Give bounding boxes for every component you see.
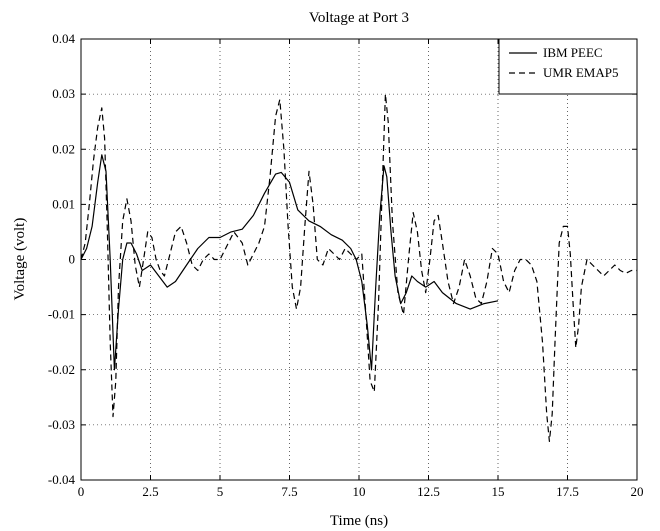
y-tick-label: 0.04 [52,31,75,46]
x-tick-label: 17.5 [556,484,579,499]
x-tick-label: 2.5 [142,484,158,499]
x-tick-label: 0 [78,484,85,499]
legend: IBM PEEC UMR EMAP5 [498,38,638,95]
y-tick-label: 0 [69,252,76,267]
y-tick-label: -0.02 [48,362,75,377]
y-tick-label: 0.02 [52,141,75,156]
series-line-umr-emap5 [80,93,637,442]
y-tick-label: 0.01 [52,196,75,211]
legend-entry-label: UMR EMAP5 [543,65,619,80]
x-tick-label: 5 [217,484,224,499]
legend-entry-label: IBM PEEC [543,45,603,60]
y-axis-label: Voltage (volt) [12,218,28,301]
x-tick-label: 10 [353,484,366,499]
x-tick-label: 20 [631,484,644,499]
series-lines [80,93,637,442]
y-tick-label: 0.03 [52,86,75,101]
legend-box [498,38,638,95]
chart-title: Voltage at Port 3 [309,10,409,26]
x-tick-label: 12.5 [417,484,440,499]
grid-lines [81,39,637,480]
y-tick-label: -0.04 [48,472,76,487]
x-axis-label: Time (ns) [330,513,388,529]
y-tick-label: -0.03 [48,417,75,432]
x-tick-label: 7.5 [281,484,297,499]
axis-ticks: 0 2.5 5 7.5 10 12.5 15 17.5 20 -0.04 -0.03 -0.02 -0.… [48,31,644,499]
y-tick-label: -0.01 [48,307,75,322]
x-tick-label: 15 [492,484,505,499]
plot-frame [80,38,638,481]
